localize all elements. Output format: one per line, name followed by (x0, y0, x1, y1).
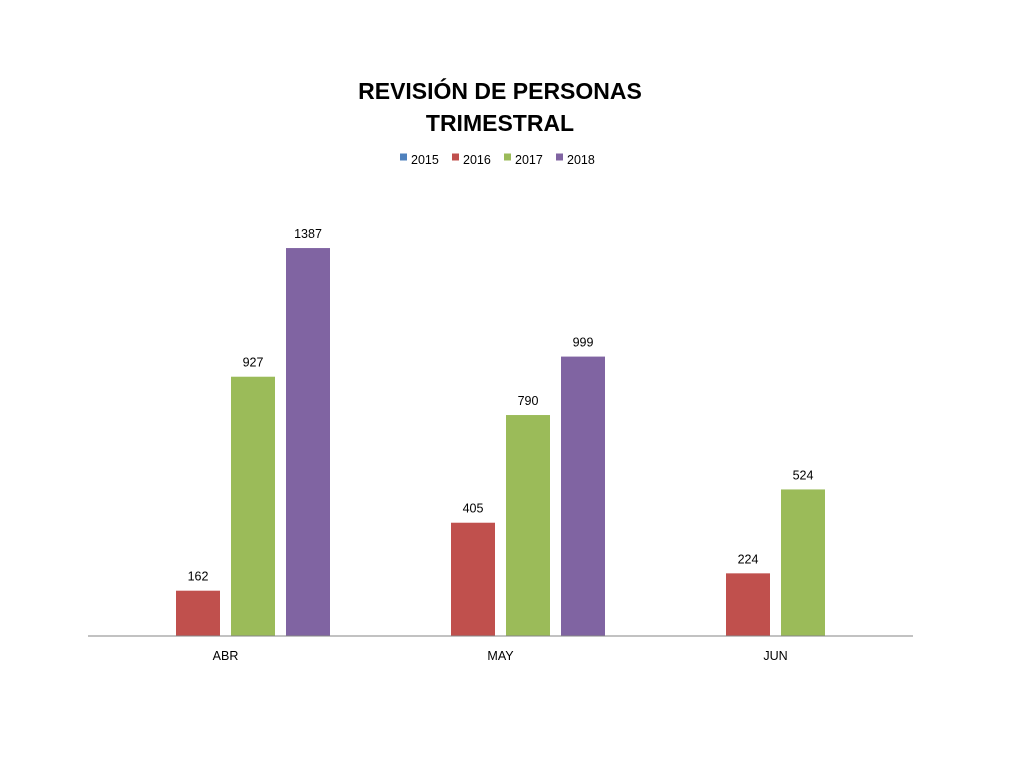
legend-label-2016: 2016 (463, 153, 491, 167)
legend-item-2018: 2018 (556, 153, 595, 167)
legend-swatch-2018 (556, 153, 563, 161)
data-label-abr-2017: 927 (243, 356, 264, 370)
x-axis-tick-labels: ABR MAY JUN (213, 649, 788, 663)
legend-label-2017: 2017 (515, 153, 543, 167)
x-tick-label-jun: JUN (763, 649, 787, 663)
legend-swatch-2016 (452, 153, 459, 161)
legend-label-2018: 2018 (567, 153, 595, 167)
legend-item-2016: 2016 (452, 153, 491, 167)
data-label-may-2016: 405 (463, 502, 484, 516)
data-label-jun-2017: 524 (793, 468, 814, 482)
data-labels: 162 927 1387 405 790 999 224 524 (188, 227, 814, 584)
data-label-may-2018: 999 (573, 336, 594, 350)
legend-item-2017: 2017 (504, 153, 543, 167)
bar-abr-2017 (231, 376, 275, 636)
x-tick-label-may: MAY (487, 649, 514, 663)
bar-may-2016 (451, 522, 495, 636)
bar-may-2017 (506, 415, 550, 636)
chart-title-line-1: REVISIÓN DE PERSONAS (358, 77, 642, 104)
bar-jun-2016 (726, 573, 770, 636)
bar-abr-2016 (176, 590, 220, 636)
data-label-jun-2016: 224 (738, 552, 759, 566)
legend-item-2015: 2015 (400, 153, 439, 167)
chart-title: REVISIÓN DE PERSONAS TRIMESTRAL (358, 77, 642, 136)
bars (176, 248, 825, 637)
legend-swatch-2015 (400, 153, 407, 161)
legend-label-2015: 2015 (411, 153, 439, 167)
bar-jun-2017 (781, 489, 825, 636)
bar-abr-2018 (286, 248, 330, 637)
legend: 2015 2016 2017 2018 (400, 153, 595, 167)
x-tick-label-abr: ABR (213, 649, 239, 663)
data-label-abr-2018: 1387 (294, 227, 322, 241)
data-label-may-2017: 790 (518, 394, 539, 408)
data-label-abr-2016: 162 (188, 570, 209, 584)
bar-may-2018 (561, 356, 605, 636)
legend-swatch-2017 (504, 153, 511, 161)
chart-title-line-2: TRIMESTRAL (426, 110, 574, 136)
